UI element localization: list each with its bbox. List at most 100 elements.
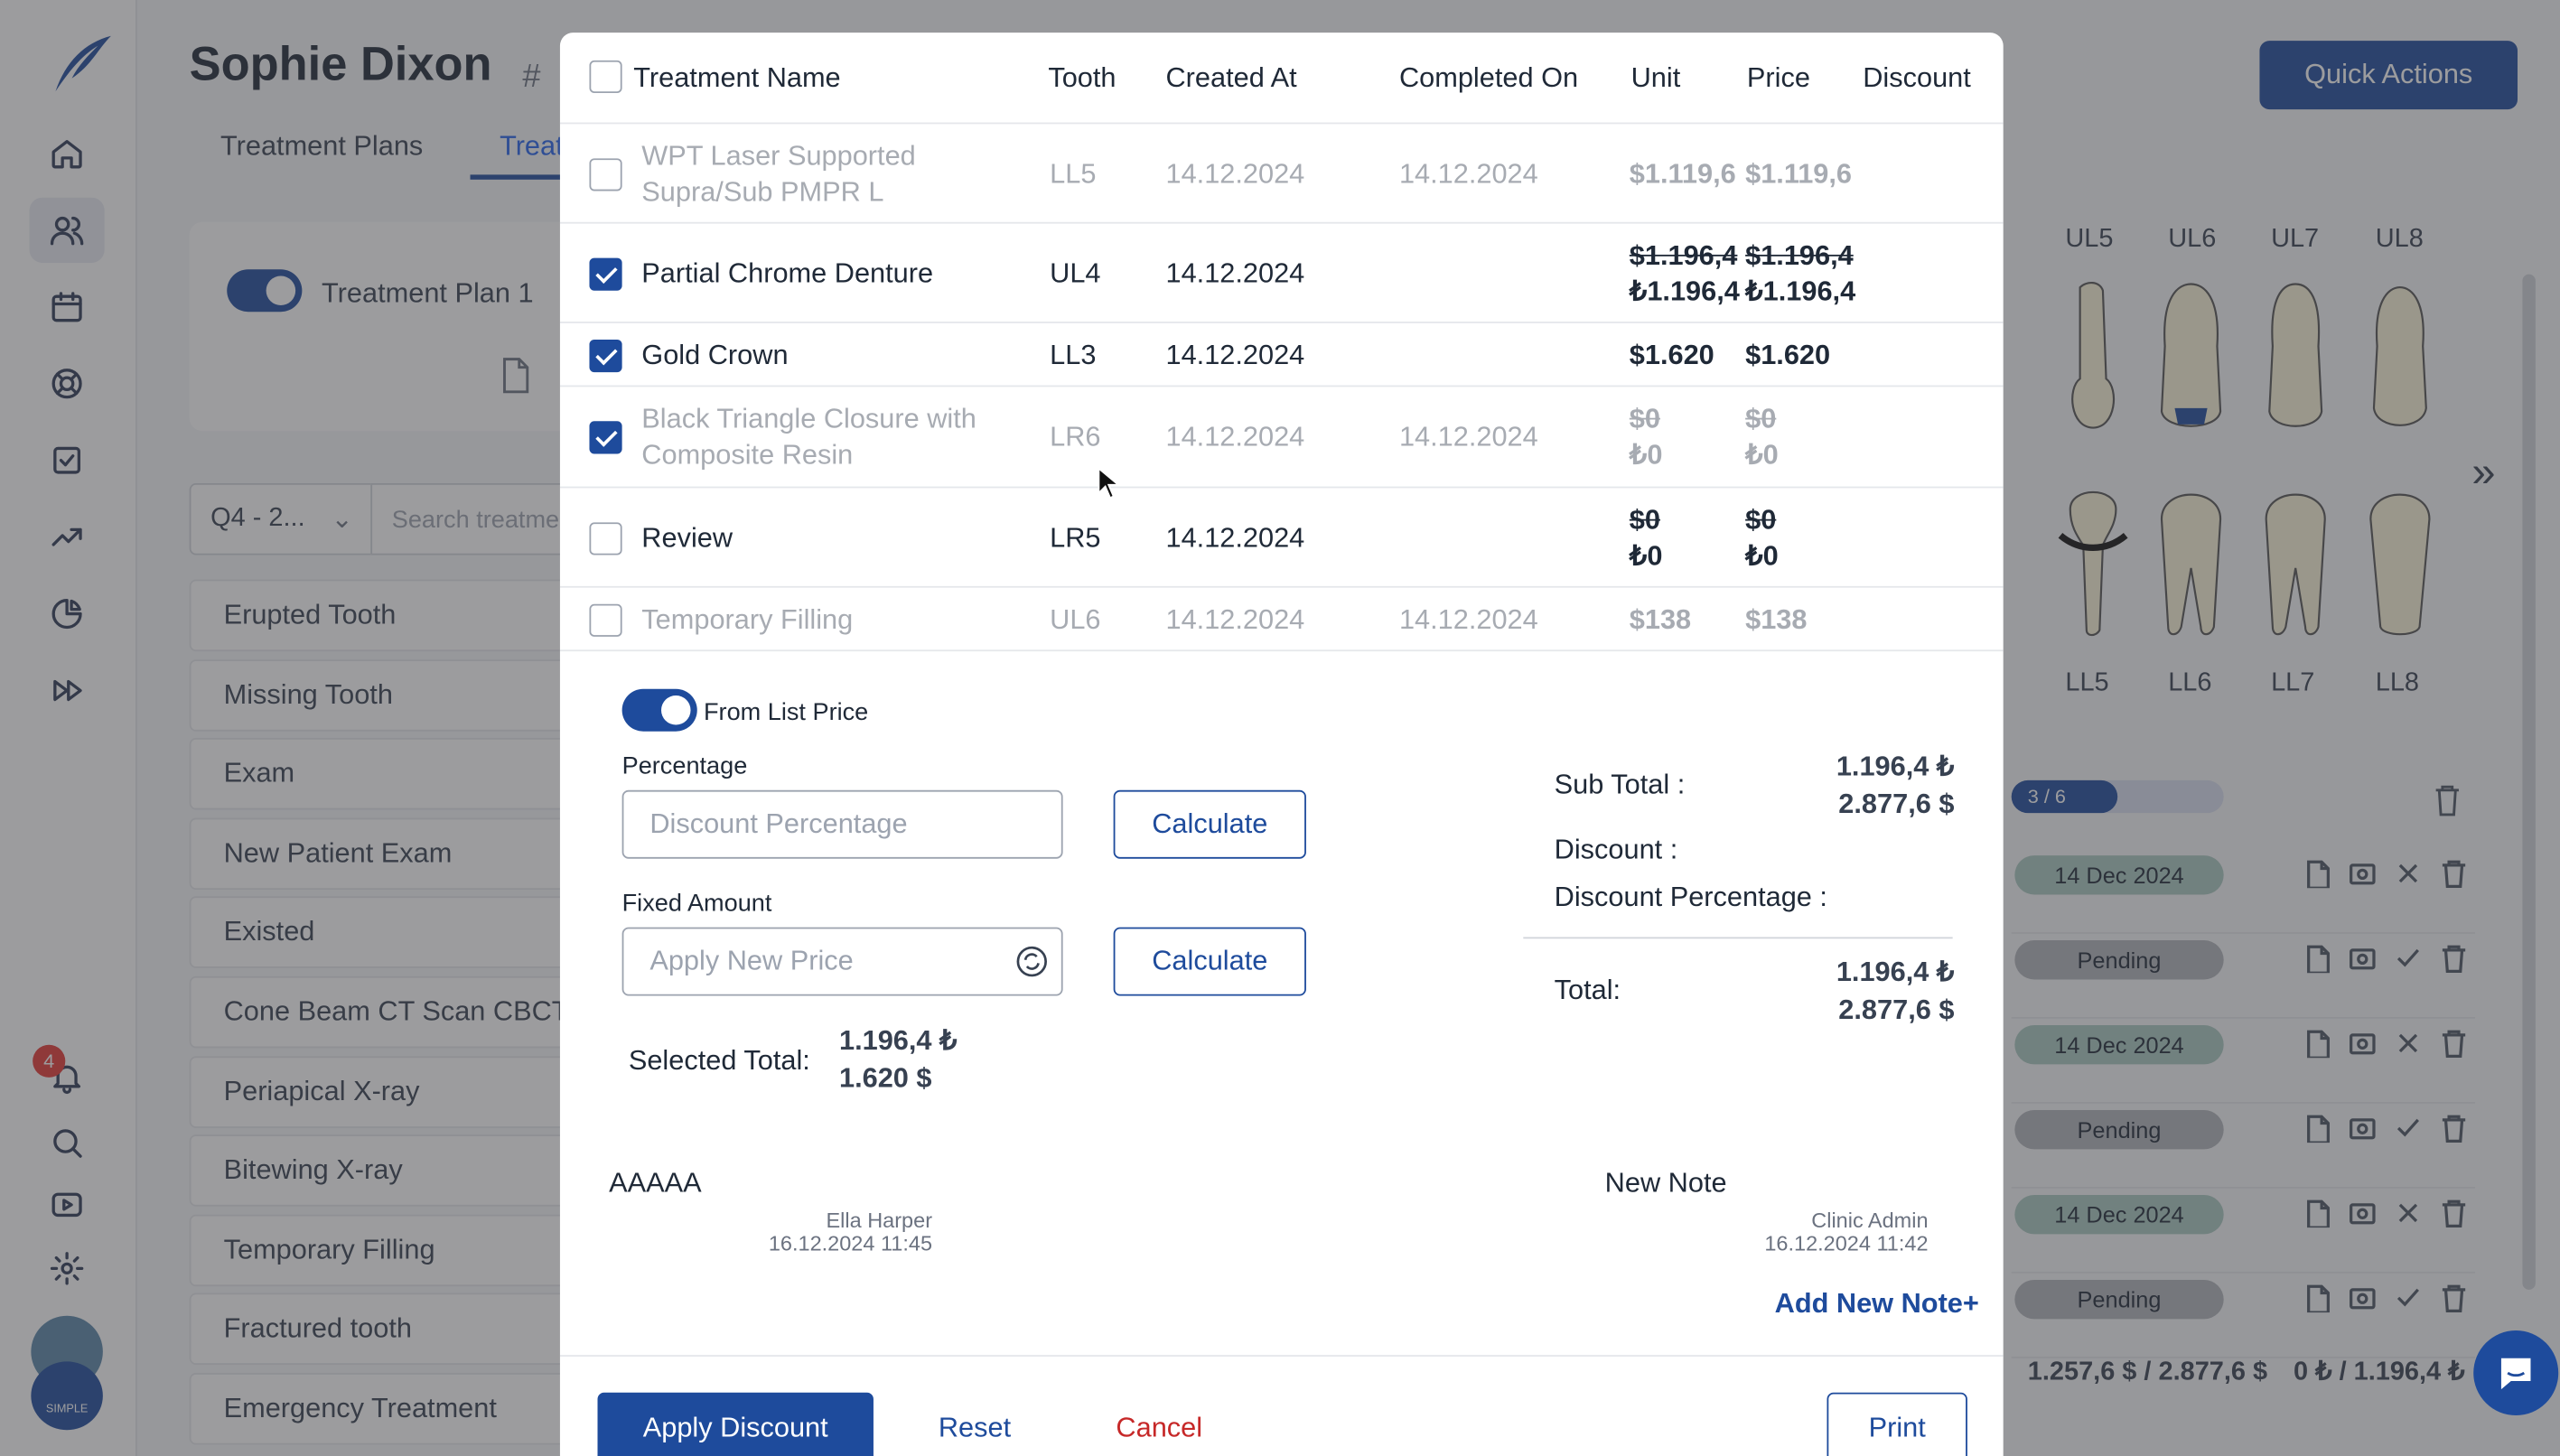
row-checkbox[interactable] <box>589 157 622 191</box>
note-text: New Note <box>1604 1167 1727 1199</box>
unit-price-cell-line: $1.620 <box>1629 339 1714 370</box>
reset-button[interactable]: Reset <box>938 1412 1012 1443</box>
unit-price-cell-line: $138 <box>1629 603 1692 636</box>
price-cell: $1.196,4 ₺1.196,4 <box>1745 238 1855 310</box>
discount-percentage-label: Discount Percentage : <box>1554 881 1827 913</box>
price-cell-line: ₺0 <box>1745 539 1779 571</box>
selected-total-try: 1.196,4 ₺ <box>839 1025 958 1057</box>
col-price: Price <box>1746 61 1810 94</box>
treatment-name-cell-line: Review <box>641 521 733 553</box>
treatment-name-cell: WPT Laser Supported Supra/Sub PMPR L <box>641 138 915 210</box>
apply-discount-button[interactable]: Apply Discount <box>597 1392 874 1456</box>
treatment-name-cell: Black Triangle Closure with Composite Res… <box>641 402 976 474</box>
selected-total-usd: 1.620 $ <box>839 1062 932 1094</box>
price-cell-line: ₺1.196,4 <box>1745 275 1856 306</box>
col-discount: Discount <box>1863 61 1971 94</box>
selected-total-values: 1.196,4 ₺ 1.620 $ <box>839 1022 958 1097</box>
price-cell-line: $0 <box>1745 503 1777 535</box>
created-at-cell: 14.12.2024 <box>1165 157 1305 189</box>
unit-price-cell: $138 <box>1630 602 1691 639</box>
row-checkbox[interactable] <box>589 603 622 637</box>
created-at-cell: 14.12.2024 <box>1165 603 1305 636</box>
summary-divider <box>1523 937 1953 939</box>
tooth-cell: LR5 <box>1050 521 1101 553</box>
note-date: 16.12.2024 11:42 <box>1764 1230 1929 1255</box>
row-checkbox[interactable] <box>589 257 622 290</box>
tooth-cell: LR6 <box>1050 421 1101 453</box>
select-all-checkbox[interactable] <box>589 60 622 94</box>
unit-price-cell: $0 ₺0 <box>1630 502 1663 574</box>
col-treatment-name: Treatment Name <box>633 61 841 94</box>
treatment-name-cell-line: Supra/Sub PMPR L <box>641 175 884 207</box>
discount-percentage-input[interactable]: Discount Percentage <box>621 789 1063 859</box>
price-cell: $0 ₺0 <box>1745 402 1779 474</box>
refresh-icon[interactable] <box>1015 945 1048 977</box>
price-cell-line: $1.196,4 <box>1745 238 1854 271</box>
unit-price-cell-line: ₺0 <box>1629 439 1663 471</box>
treatment-name-cell: Review <box>641 520 733 556</box>
tooth-cell: UL4 <box>1050 257 1101 289</box>
note-text: AAAAA <box>609 1167 702 1199</box>
print-button[interactable]: Print <box>1827 1392 1967 1456</box>
row-checkbox[interactable] <box>589 339 622 372</box>
from-list-price-toggle[interactable] <box>621 688 697 732</box>
col-completed-on: Completed On <box>1398 61 1579 94</box>
created-at-cell: 14.12.2024 <box>1165 521 1305 553</box>
treatment-name-cell-line: Composite Resin <box>641 439 854 471</box>
mouse-cursor-icon <box>1098 466 1120 499</box>
col-unit: Unit <box>1630 61 1681 94</box>
apply-new-price-input[interactable]: Apply New Price <box>621 927 1063 996</box>
selected-total-label: Selected Total: <box>628 1044 810 1077</box>
treatment-name-cell: Partial Chrome Denture <box>641 256 933 292</box>
note-meta: Ella Harper 16.12.2024 11:45 <box>769 1209 932 1255</box>
add-new-note-link[interactable]: Add New Note+ <box>1774 1288 1979 1320</box>
price-cell: $138 <box>1745 602 1807 639</box>
table-bottom-border <box>559 649 2004 652</box>
chat-button[interactable] <box>2473 1330 2559 1416</box>
completed-on-cell: 14.12.2024 <box>1398 421 1538 453</box>
calculate-fixed-button[interactable]: Calculate <box>1113 927 1306 996</box>
tooth-cell: LL3 <box>1050 339 1097 370</box>
unit-price-cell: $1.196,4 ₺1.196,4 <box>1630 238 1740 310</box>
unit-price-cell-line: $0 <box>1629 503 1660 535</box>
note-author: Ella Harper <box>826 1208 933 1233</box>
table-row: WPT Laser Supported Supra/Sub PMPR L LL5 14… <box>559 122 2004 222</box>
total-try: 1.196,4 ₺ <box>1836 957 1955 988</box>
table-row: Partial Chrome Denture UL4 14.12.2024 $1.19… <box>559 221 2004 322</box>
unit-price-cell: $1.620 <box>1630 337 1714 373</box>
price-cell: $1.119,6 <box>1745 156 1852 192</box>
note-meta: Clinic Admin 16.12.2024 11:42 <box>1764 1209 1928 1255</box>
treatment-name-cell-line: Gold Crown <box>641 339 789 370</box>
unit-price-cell-line: $1.119,6 <box>1629 157 1736 189</box>
treatment-name-cell-line: Partial Chrome Denture <box>641 257 934 289</box>
price-cell: $1.620 <box>1745 337 1830 373</box>
sub-total-try: 1.196,4 ₺ <box>1836 751 1955 782</box>
price-cell-line: ₺0 <box>1745 439 1779 471</box>
note-date: 16.12.2024 11:45 <box>768 1230 933 1255</box>
unit-price-cell-line: $1.196,4 <box>1629 238 1738 271</box>
total-values: 1.196,4 ₺ 2.877,6 $ <box>1836 954 1955 1029</box>
created-at-cell: 14.12.2024 <box>1165 257 1305 289</box>
treatment-name-cell-line: WPT Laser Supported <box>641 139 916 171</box>
total-usd: 2.877,6 $ <box>1838 994 1955 1026</box>
row-checkbox[interactable] <box>589 521 622 555</box>
calculate-percentage-button[interactable]: Calculate <box>1113 789 1306 859</box>
created-at-cell: 14.12.2024 <box>1165 421 1305 453</box>
note-author: Clinic Admin <box>1811 1208 1929 1233</box>
price-cell-line: $1.620 <box>1745 339 1831 370</box>
table-row: Gold Crown LL3 14.12.2024 $1.620 $1.620 <box>559 322 2004 385</box>
cancel-button[interactable]: Cancel <box>1116 1412 1203 1443</box>
footer-divider <box>559 1355 2004 1357</box>
price-cell-line: $1.119,6 <box>1745 157 1853 189</box>
treatment-name-cell: Temporary Filling <box>641 602 853 639</box>
tooth-cell: UL6 <box>1050 603 1101 636</box>
unit-price-cell-line: ₺0 <box>1629 539 1663 571</box>
price-cell-line: $0 <box>1745 403 1777 434</box>
fixed-amount-label: Fixed Amount <box>621 890 772 918</box>
row-checkbox[interactable] <box>589 421 622 454</box>
price-cell-line: $138 <box>1745 603 1808 636</box>
total-label: Total: <box>1554 975 1621 1006</box>
percentage-label: Percentage <box>621 752 748 780</box>
discount-label: Discount : <box>1554 834 1678 865</box>
